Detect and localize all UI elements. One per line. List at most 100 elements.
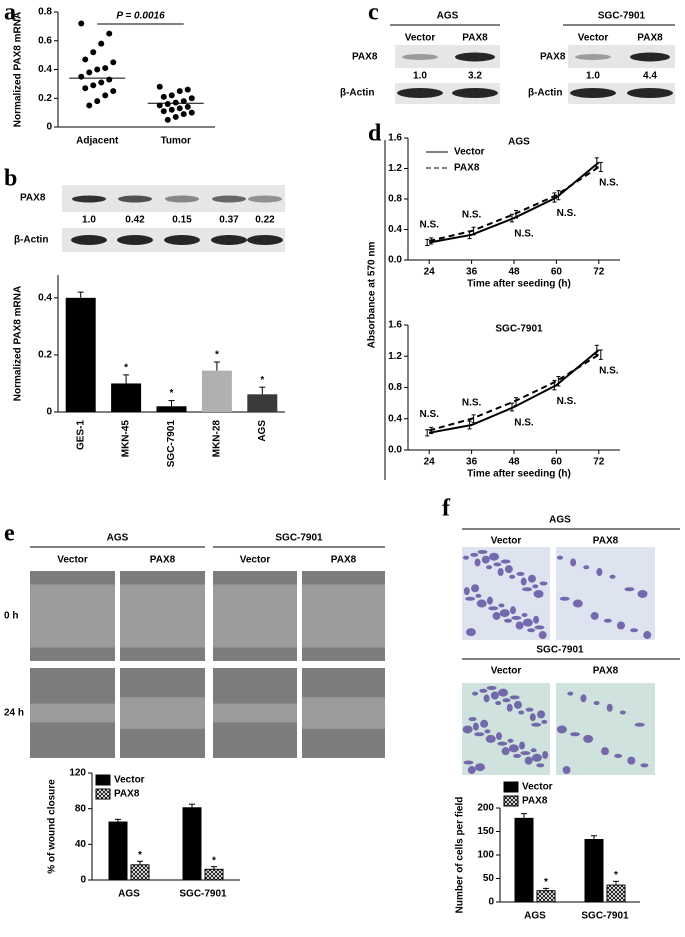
stained-cell — [497, 741, 508, 746]
blot-band — [452, 88, 498, 98]
blot-quant: 1.0 — [586, 71, 600, 82]
blot-band — [164, 235, 200, 245]
y-tick-label: 120 — [69, 768, 86, 779]
chart-title: AGS — [508, 137, 530, 148]
legend-label: Vector — [114, 775, 145, 786]
y-tick-label: 40 — [75, 839, 87, 850]
data-point — [90, 49, 97, 56]
blot-quant: 1.0 — [413, 71, 427, 82]
blot-quant: 1.0 — [82, 215, 96, 226]
bar — [201, 370, 232, 412]
legend-label: Vector — [454, 147, 485, 158]
y-axis-label: Normalized PAX8 mRNA — [13, 286, 24, 401]
stained-cell — [559, 596, 570, 601]
stained-cell — [475, 763, 486, 772]
stained-cell — [637, 589, 648, 598]
blot-band — [165, 195, 199, 203]
stained-cell — [520, 751, 531, 756]
wound-gap — [120, 584, 205, 648]
data-point — [168, 106, 175, 113]
stained-cell — [522, 587, 533, 592]
stained-cell — [465, 596, 476, 601]
x-tick-label: Adjacent — [76, 136, 119, 147]
legend-swatch — [95, 774, 111, 786]
data-point — [86, 102, 93, 109]
column-label: Vector — [57, 555, 88, 566]
y-tick-label: 1.2 — [388, 351, 402, 362]
y-tick-label: 0.8 — [388, 382, 402, 393]
bar — [514, 817, 534, 903]
x-tick-label: 60 — [551, 267, 563, 278]
stained-cell — [472, 691, 479, 696]
stained-cell — [542, 750, 549, 759]
blot-band — [397, 88, 443, 98]
stained-cell — [498, 603, 505, 608]
blot-band — [248, 195, 282, 203]
bar — [111, 383, 142, 412]
data-point — [86, 69, 93, 76]
stained-cell — [572, 599, 583, 608]
stained-cell — [470, 552, 479, 557]
stained-cell — [467, 766, 476, 775]
y-tick-label: 1.2 — [388, 163, 402, 174]
data-point — [98, 40, 105, 47]
bar — [182, 807, 202, 881]
panel-letter: e — [4, 521, 15, 547]
blot-row-label: β-Actin — [340, 88, 374, 99]
data-point — [188, 95, 195, 102]
stained-cell — [624, 587, 635, 592]
wound-gap — [302, 584, 385, 648]
lane-label: Vector — [578, 33, 609, 44]
blot-quant: 0.37 — [219, 215, 239, 226]
y-tick-label: 0.8 — [388, 194, 402, 205]
wound-gap — [213, 703, 297, 723]
y-axis-label: Number of cells per field — [455, 797, 466, 914]
stained-cell — [518, 710, 525, 715]
point-label: N.S. — [599, 178, 619, 189]
stained-cell — [463, 587, 470, 596]
data-point — [78, 20, 85, 27]
chart-title: SGC-7901 — [495, 324, 543, 335]
blot-band — [570, 88, 616, 98]
significance: * — [614, 870, 618, 881]
legend-label: Vector — [522, 782, 553, 793]
legend-label: PAX8 — [114, 789, 140, 800]
stained-cell — [474, 732, 485, 737]
blot-band — [247, 235, 283, 245]
blot-quant: 0.22 — [255, 215, 275, 226]
data-point — [160, 93, 167, 100]
stained-cell — [596, 568, 603, 577]
blot-strip — [395, 45, 500, 68]
data-point — [110, 88, 117, 95]
point-label: N.S. — [557, 208, 577, 219]
stained-cell — [515, 621, 524, 630]
stained-cell — [570, 732, 581, 737]
data-point — [188, 109, 195, 116]
x-tick-label: AGS — [524, 911, 546, 922]
y-tick-label: 0 — [46, 122, 52, 133]
stained-cell — [556, 725, 567, 734]
panel-letter: f — [442, 496, 451, 522]
x-tick-label: Tumor — [161, 136, 191, 147]
data-point — [82, 56, 89, 63]
lane-label: Vector — [405, 33, 436, 44]
blot-band — [212, 195, 246, 203]
y-tick-label: 0.2 — [38, 350, 52, 361]
stained-cell — [531, 722, 542, 727]
data-point — [102, 92, 109, 99]
stained-cell — [486, 685, 497, 690]
group-title: SGC-7901 — [536, 645, 584, 656]
stained-cell — [502, 698, 511, 703]
x-tick-label: SGC-7901 — [179, 889, 227, 900]
stained-cell — [519, 741, 526, 750]
panel-letter: d — [368, 121, 382, 147]
wound-gap — [30, 703, 115, 723]
stained-cell — [538, 631, 547, 640]
stained-cell — [480, 719, 489, 728]
data-point — [184, 86, 191, 93]
stained-cell — [499, 609, 510, 618]
y-tick-label: 0 — [46, 407, 52, 418]
data-point — [102, 65, 109, 72]
stained-cell — [472, 722, 479, 731]
stained-cell — [603, 618, 612, 623]
